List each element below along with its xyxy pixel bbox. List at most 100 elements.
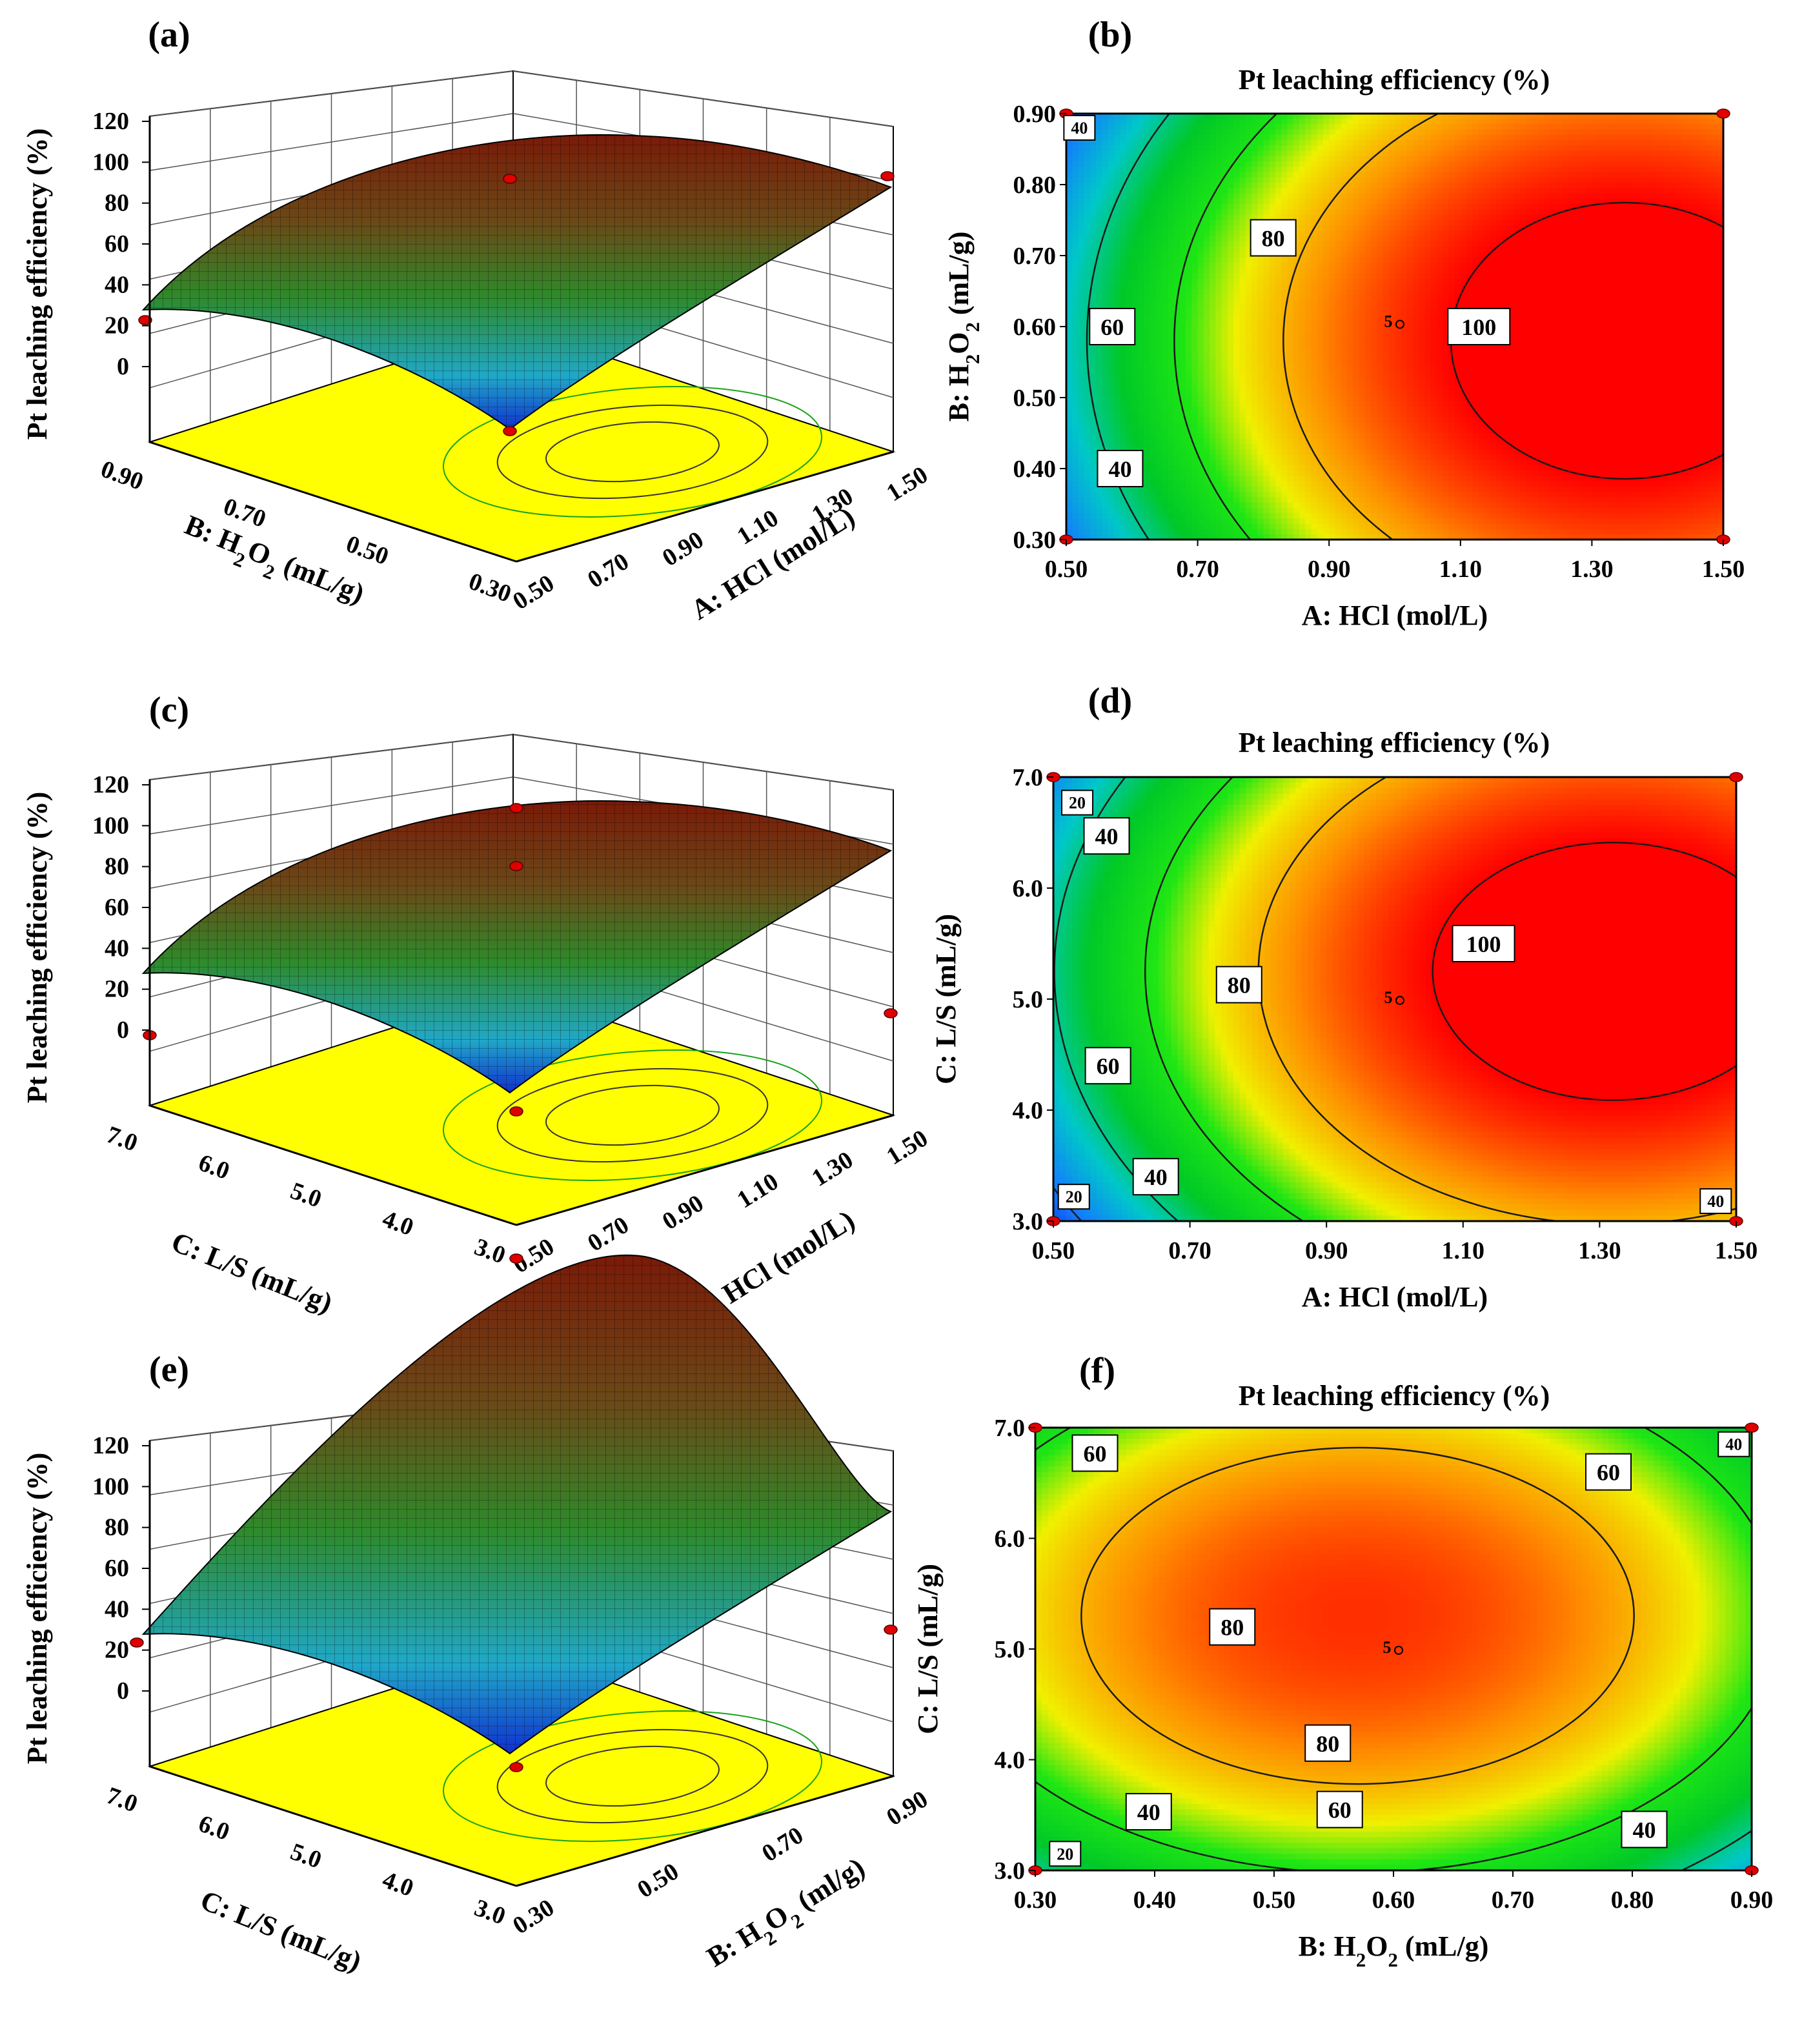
y-tick-label: 0.50 [1013, 385, 1057, 412]
x-tick-label: 0.90 [1305, 1237, 1348, 1264]
x-tick-label: 0.30 [1014, 1887, 1057, 1914]
y-axis-label: C: L/S (mL/g) [912, 1564, 944, 1734]
contour-label: 20 [1069, 794, 1086, 813]
z-tick-label: 120 [92, 771, 129, 798]
design-point [510, 1254, 523, 1263]
z-axis-label: Pt leaching efficiency (%) [21, 1453, 53, 1765]
x-tick-label: 1.10 [1442, 1237, 1485, 1264]
right-axis-tick-label: 1.10 [733, 1168, 784, 1214]
chart-title: Pt leaching efficiency (%) [1239, 64, 1550, 96]
design-point [130, 1638, 143, 1647]
panel-label: (f) [1079, 1351, 1115, 1391]
contour-label: 60 [1328, 1797, 1352, 1823]
right-axis-tick-label: 0.90 [658, 526, 709, 572]
right-axis-tick-label: 1.50 [882, 461, 933, 507]
contour-label: 80 [1221, 1615, 1244, 1641]
z-tick-label: 120 [92, 1432, 129, 1459]
z-tick-label: 0 [117, 1017, 129, 1044]
y-tick-label: 7.0 [995, 1415, 1026, 1442]
left-axis-label: B: H2O2 (mL/g) [177, 509, 369, 618]
x-tick-label: 1.30 [1570, 556, 1614, 583]
x-tick-label: 1.30 [1578, 1237, 1621, 1264]
x-axis-label: B: H2O2 (mL/g) [1299, 1930, 1489, 1971]
y-tick-label: 6.0 [1013, 875, 1044, 902]
z-tick-label: 80 [105, 853, 129, 880]
left-axis-tick-label: 6.0 [195, 1149, 233, 1185]
y-tick-label: 4.0 [1013, 1097, 1044, 1124]
y-axis-label: B: H2O2 (mL/g) [943, 232, 984, 422]
contour-label: 40 [1071, 119, 1088, 137]
right-axis-tick-label: 0.90 [882, 1785, 933, 1831]
center-point-count: 5 [1384, 988, 1393, 1007]
contour-label: 80 [1316, 1731, 1339, 1757]
x-tick-label: 0.90 [1730, 1887, 1774, 1914]
y-tick-label: 5.0 [1013, 986, 1044, 1013]
z-tick-label: 40 [105, 935, 129, 962]
right-axis-label: B: H2O2 (ml/g) [702, 1851, 875, 1981]
x-tick-label: 1.50 [1715, 1237, 1758, 1264]
y-tick-label: 0.40 [1013, 456, 1057, 483]
z-tick-label: 120 [92, 108, 129, 135]
x-tick-label: 1.10 [1439, 556, 1483, 583]
heatmap-field [1066, 114, 1724, 540]
left-axis-tick-label: 6.0 [195, 1810, 233, 1846]
contour-label: 80 [1262, 226, 1285, 252]
y-tick-label: 5.0 [995, 1636, 1026, 1663]
z-tick-label: 20 [105, 976, 129, 1003]
left-axis-tick-label: 7.0 [103, 1121, 141, 1157]
y-tick-label: 6.0 [995, 1526, 1026, 1553]
y-tick-label: 0.60 [1013, 314, 1057, 341]
y-tick-label: 3.0 [995, 1857, 1026, 1885]
contour-label: 40 [1095, 824, 1119, 849]
right-axis-tick-label: 1.50 [882, 1124, 933, 1170]
left-axis-tick-label: 3.0 [471, 1233, 509, 1270]
z-axis-label: Pt leaching efficiency (%) [21, 792, 53, 1104]
x-axis-label: A: HCl (mol/L) [1302, 600, 1488, 631]
panel-label: (a) [148, 15, 190, 55]
y-tick-label: 0.30 [1013, 527, 1057, 554]
left-axis-label: C: L/S (mL/g) [167, 1226, 337, 1319]
panel-label: (d) [1088, 681, 1132, 721]
panel-label: (b) [1088, 15, 1132, 55]
x-axis-label: A: HCl (mol/L) [1302, 1281, 1488, 1313]
contour-label: 40 [1108, 456, 1131, 482]
right-axis-tick-label: 0.30 [508, 1894, 559, 1939]
design-point [1730, 773, 1743, 782]
x-tick-label: 0.70 [1168, 1237, 1211, 1264]
z-tick-label: 20 [105, 1637, 129, 1664]
x-tick-label: 0.90 [1308, 556, 1351, 583]
design-point [884, 1625, 897, 1634]
z-tick-label: 100 [92, 812, 129, 839]
contour-label: 40 [1725, 1435, 1742, 1454]
x-tick-label: 0.50 [1032, 1237, 1075, 1264]
right-axis-tick-label: 0.90 [658, 1189, 709, 1235]
design-point [1745, 1423, 1758, 1432]
x-tick-label: 0.70 [1492, 1887, 1535, 1914]
panel-label: (e) [149, 1350, 189, 1390]
x-tick-label: 0.60 [1372, 1887, 1415, 1914]
design-point [503, 427, 516, 436]
z-tick-label: 40 [105, 271, 129, 298]
contour-label: 40 [1633, 1817, 1656, 1843]
y-tick-label: 0.70 [1013, 243, 1057, 270]
contour-label: 80 [1228, 973, 1251, 998]
z-tick-label: 0 [117, 353, 129, 380]
z-tick-label: 100 [92, 148, 129, 176]
y-axis-label: C: L/S (mL/g) [930, 914, 962, 1084]
left-axis-label: C: L/S (mL/g) [196, 1884, 366, 1977]
center-point-count: 5 [1383, 1638, 1392, 1657]
left-axis-tick-label: 3.0 [471, 1894, 509, 1930]
left-axis-tick-label: 0.30 [465, 568, 515, 608]
z-axis-label: Pt leaching efficiency (%) [21, 128, 53, 440]
contour-label: 60 [1597, 1460, 1620, 1486]
contour-label: 100 [1466, 931, 1501, 957]
design-point [884, 1009, 897, 1018]
panel-label: (c) [149, 690, 189, 730]
design-point [503, 174, 516, 183]
y-tick-label: 4.0 [995, 1747, 1026, 1774]
z-tick-label: 80 [105, 1514, 129, 1541]
